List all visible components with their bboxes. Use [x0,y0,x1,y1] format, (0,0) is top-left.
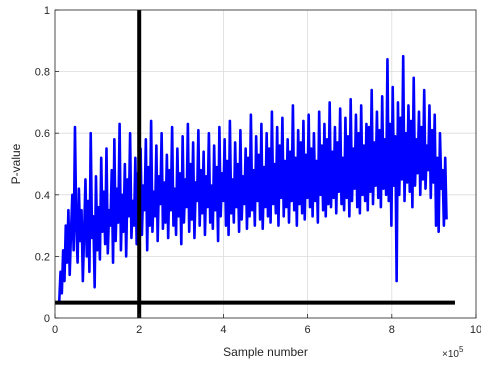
x-axis-exponent-base: ×10 [442,349,459,360]
x-tick-label: 2 [136,324,142,336]
x-tick-label: 8 [389,324,395,336]
ticks: 0 2 4 6 8 10 0 0.2 0.4 0.6 0.8 1 [35,5,481,336]
y-tick-label: 0.4 [35,190,50,202]
x-tick-label: 0 [52,324,58,336]
p-value-series-line [57,54,448,303]
y-tick-label: 1 [44,5,50,17]
series-layer [57,54,448,303]
y-tick-label: 0.2 [35,251,50,263]
y-axis-label: P-value [9,143,23,184]
x-tick-label: 6 [305,324,311,336]
x-tick-label: 10 [470,324,481,336]
x-axis-exponent-power: 5 [459,345,464,354]
x-axis-label: Sample number [223,345,308,359]
y-tick-label: 0.6 [35,128,50,140]
y-tick-label: 0.8 [35,67,50,79]
x-axis-exponent: ×105 [442,345,464,360]
plot-frame [54,9,477,319]
x-tick-label: 4 [220,324,226,336]
reference-lines [55,10,455,318]
y-tick-label: 0 [44,313,50,325]
